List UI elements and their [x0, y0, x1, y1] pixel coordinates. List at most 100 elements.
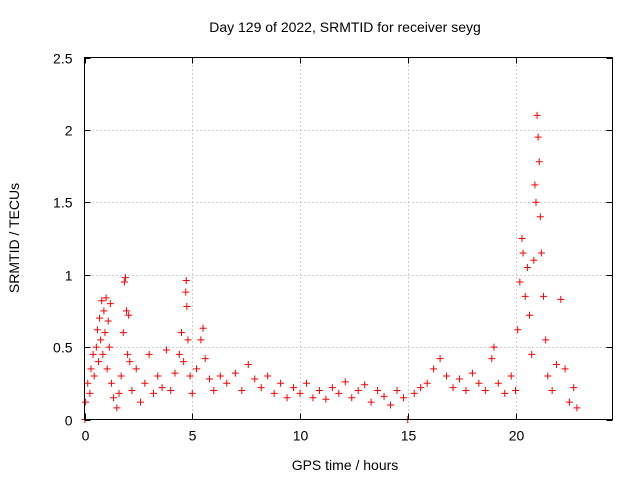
- data-point: [96, 314, 104, 322]
- data-point: [514, 326, 522, 334]
- data-point: [98, 297, 106, 305]
- data-point: [570, 384, 578, 392]
- data-point: [302, 379, 310, 387]
- y-axis-tick-labels: 0 0.5 1 1.5 2 2.5: [53, 51, 73, 429]
- data-point: [536, 213, 544, 221]
- data-point: [523, 263, 531, 271]
- data-point: [123, 307, 131, 315]
- data-point: [101, 329, 109, 337]
- data-point: [87, 365, 95, 373]
- data-point: [540, 292, 548, 300]
- y-tick-label: 2.5: [53, 51, 73, 67]
- data-point: [126, 358, 134, 366]
- data-point: [296, 389, 304, 397]
- y-tick-label: 1.5: [53, 195, 73, 211]
- data-point: [107, 379, 115, 387]
- data-point: [180, 358, 188, 366]
- y-tick-label: 0: [65, 413, 73, 429]
- data-point: [216, 372, 224, 380]
- data-point: [97, 336, 105, 344]
- data-point: [341, 378, 349, 386]
- x-axis-label: GPS time / hours: [292, 457, 399, 473]
- data-point: [110, 394, 118, 402]
- data-point: [423, 379, 431, 387]
- data-point: [137, 398, 145, 406]
- x-tick-label: 10: [293, 428, 309, 444]
- data-point: [309, 394, 317, 402]
- data-point: [443, 372, 451, 380]
- data-point: [264, 372, 272, 380]
- data-point: [188, 389, 196, 397]
- data-point: [561, 365, 569, 373]
- grid-lines: [84, 57, 613, 420]
- data-point: [82, 398, 90, 406]
- data-point: [367, 398, 375, 406]
- data-point: [104, 317, 112, 325]
- data-point: [277, 379, 285, 387]
- data-point: [177, 329, 185, 337]
- data-point: [526, 311, 534, 319]
- data-point: [430, 365, 438, 373]
- data-point: [552, 360, 560, 368]
- data-point: [92, 343, 100, 351]
- data-point: [531, 181, 539, 189]
- data-point: [121, 274, 129, 282]
- data-point: [120, 278, 128, 286]
- data-point: [519, 249, 527, 257]
- data-point: [315, 387, 323, 395]
- y-tick-label: 1: [65, 268, 73, 284]
- y-axis-label: SRMTID / TECUs: [6, 183, 22, 293]
- data-point: [158, 384, 166, 392]
- data-point: [393, 387, 401, 395]
- data-point: [449, 384, 457, 392]
- data-point: [182, 288, 190, 296]
- data-point: [532, 198, 540, 206]
- data-point: [93, 326, 101, 334]
- data-point: [399, 394, 407, 402]
- chart-title: Day 129 of 2022, SRMTID for receiver sey…: [209, 19, 481, 35]
- data-point: [533, 111, 541, 119]
- data-point: [518, 235, 526, 242]
- data-point: [231, 369, 239, 377]
- data-point: [115, 389, 123, 397]
- data-point: [106, 300, 114, 308]
- data-point: [149, 389, 157, 397]
- data-point: [175, 350, 183, 358]
- data-point: [335, 389, 343, 397]
- data-point: [86, 389, 94, 397]
- data-point: [201, 355, 209, 363]
- data-point: [387, 401, 395, 409]
- data-point: [251, 375, 259, 383]
- data-point: [167, 387, 175, 395]
- plot-frame: [84, 57, 613, 420]
- data-point: [205, 375, 213, 383]
- data-point: [244, 360, 252, 368]
- data-point: [544, 372, 552, 380]
- data-point: [125, 311, 133, 319]
- data-points: [81, 111, 581, 423]
- data-point: [184, 336, 192, 344]
- data-point: [103, 365, 111, 373]
- data-point: [105, 343, 113, 351]
- data-point: [348, 394, 356, 402]
- data-point: [475, 379, 483, 387]
- data-point: [512, 387, 520, 395]
- data-point: [380, 392, 388, 400]
- data-point: [507, 372, 515, 380]
- data-point: [501, 389, 509, 397]
- data-point: [410, 389, 418, 397]
- data-point: [516, 278, 524, 286]
- data-point: [182, 276, 190, 284]
- data-point: [99, 350, 107, 358]
- x-tick-label: 0: [82, 428, 90, 444]
- data-point: [535, 158, 543, 166]
- data-point: [534, 133, 542, 141]
- data-point: [119, 329, 127, 337]
- y-tick-label: 2: [65, 123, 73, 139]
- data-point: [145, 350, 153, 358]
- data-point: [141, 379, 149, 387]
- data-point: [322, 395, 330, 403]
- data-point: [128, 387, 136, 395]
- data-point: [548, 387, 556, 395]
- data-point: [283, 394, 291, 402]
